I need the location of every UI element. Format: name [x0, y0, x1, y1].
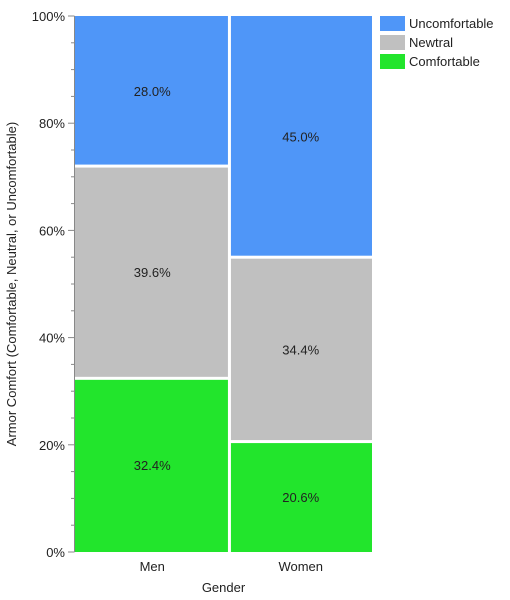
- x-axis-title: Gender: [202, 580, 246, 595]
- legend-label-comfortable: Comfortable: [409, 54, 480, 69]
- data-label: 45.0%: [282, 130, 319, 145]
- legend: Uncomfortable Newtral Comfortable: [380, 16, 494, 69]
- bar-women-comfortable: [230, 443, 372, 552]
- data-label: 32.4%: [134, 458, 171, 473]
- bar-women-newtral: [230, 258, 372, 441]
- y-tick-label: 20%: [39, 438, 65, 453]
- y-tick-label: 100%: [32, 9, 66, 24]
- data-label: 39.6%: [134, 265, 171, 280]
- y-axis-title: Armor Comfort (Comfortable, Neutral, or …: [4, 122, 19, 446]
- y-tick-label: 40%: [39, 331, 65, 346]
- data-label: 34.4%: [282, 342, 319, 357]
- y-tick-label: 0%: [46, 545, 65, 560]
- y-tick-label: 80%: [39, 116, 65, 131]
- legend-swatch-newtral: [380, 35, 405, 50]
- x-tick-label: Women: [278, 559, 323, 574]
- bar-women-uncomfortable: [230, 16, 372, 256]
- bar-men-comfortable: [75, 379, 228, 552]
- plot-area: 32.4% 39.6% 28.0% 20.6% 34.4% 45.0%: [75, 16, 372, 552]
- x-tick-label: Men: [140, 559, 165, 574]
- y-axis: 0% 20% 40% 60% 80% 100%: [32, 9, 75, 560]
- y-tick-label: 60%: [39, 223, 65, 238]
- bar-men-newtral: [75, 167, 228, 377]
- bar-men-uncomfortable: [75, 16, 228, 165]
- legend-label-uncomfortable: Uncomfortable: [409, 16, 494, 31]
- legend-swatch-uncomfortable: [380, 16, 405, 31]
- legend-label-newtral: Newtral: [409, 35, 453, 50]
- data-label: 28.0%: [134, 84, 171, 99]
- data-label: 20.6%: [282, 490, 319, 505]
- x-axis: Men Women: [140, 559, 323, 574]
- legend-swatch-comfortable: [380, 54, 405, 69]
